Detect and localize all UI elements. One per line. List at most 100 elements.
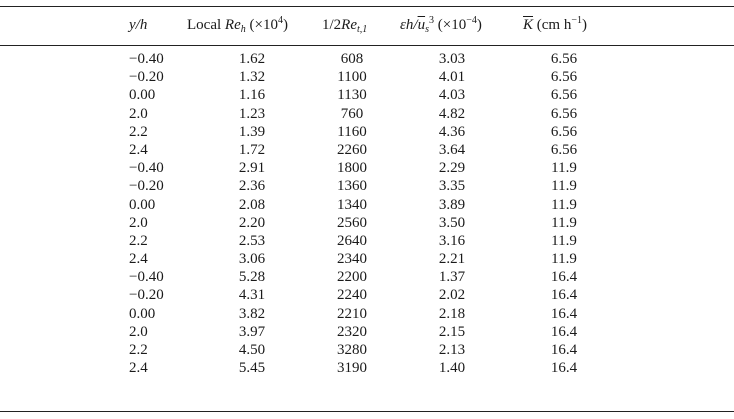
dissipation-cell: 2.13: [438, 342, 466, 358]
header-y-over-h: y/h: [129, 17, 148, 33]
dissipation-cell: 2.02: [438, 287, 466, 304]
local-re-cell: 1.23: [238, 105, 266, 122]
local-re-cell: 2.20: [238, 214, 266, 231]
table-row: −0.40 2.91 1800 2.29 11.9: [0, 159, 734, 177]
y-over-h-cell: 2.4: [129, 251, 148, 268]
table-row: −0.20 2.36 1360 3.35 11.9: [0, 177, 734, 195]
local-re-cell: 5.28: [238, 269, 266, 286]
table-row: 2.4 5.45 3190 1.40 16.4: [0, 359, 734, 377]
half-re-t-cell: 3190: [337, 360, 367, 377]
local-re-cell: 2.91: [238, 160, 266, 177]
k-bar-cell: 11.9: [551, 178, 577, 195]
half-re-t-cell: 2640: [337, 232, 367, 249]
k-bar-cell: 16.4: [550, 342, 578, 358]
top-rule: [0, 6, 734, 7]
half-re-t-cell: 1130: [337, 87, 367, 104]
k-bar-cell: 11.9: [551, 160, 577, 177]
table-row: 2.4 1.72 2260 3.64 6.56: [0, 141, 734, 159]
table-row: 2.0 2.20 2560 3.50 11.9: [0, 214, 734, 232]
table-row: 2.4 3.06 2340 2.21 11.9: [0, 250, 734, 268]
local-re-cell: 3.97: [238, 323, 266, 340]
table-row: 2.2 4.50 3280 2.13 16.4: [0, 341, 734, 359]
local-re-cell: 2.36: [238, 178, 266, 195]
half-re-t-cell: 2200: [337, 269, 367, 286]
dissipation-cell: 3.16: [438, 232, 466, 249]
k-bar-cell: 11.9: [551, 196, 577, 213]
half-re-t-cell: 2340: [337, 251, 367, 268]
y-over-h-cell: 2.4: [129, 360, 148, 377]
half-re-t-cell: 1100: [337, 69, 367, 86]
half-re-t-cell: 3280: [337, 342, 367, 358]
local-re-cell: 3.82: [238, 305, 266, 322]
local-re-cell: 1.32: [238, 69, 266, 86]
dissipation-cell: 4.01: [438, 69, 466, 86]
dissipation-cell: 2.29: [438, 160, 466, 177]
local-re-cell: 1.16: [238, 87, 266, 104]
half-re-t-cell: 2320: [337, 323, 367, 340]
table-row: −0.40 5.28 2200 1.37 16.4: [0, 268, 734, 286]
half-re-t-cell: 2240: [337, 287, 367, 304]
table-row: 2.2 1.39 1160 4.36 6.56: [0, 123, 734, 141]
dissipation-cell: 3.35: [438, 178, 466, 195]
k-bar-cell: 16.4: [550, 305, 578, 322]
local-re-cell: 4.31: [238, 287, 266, 304]
bottom-rule: [0, 411, 734, 412]
header-dissipation: εh/us3 (×10−4): [400, 15, 482, 35]
dissipation-cell: 3.64: [438, 141, 466, 158]
table-row: 2.2 2.53 2640 3.16 11.9: [0, 232, 734, 250]
local-re-cell: 2.08: [238, 196, 266, 213]
local-re-cell: 5.45: [238, 360, 266, 377]
y-over-h-cell: −0.40: [129, 160, 164, 177]
y-over-h-cell: −0.20: [129, 178, 164, 195]
half-re-t-cell: 2260: [337, 141, 367, 158]
y-over-h-cell: 2.0: [129, 323, 148, 340]
local-re-cell: 1.39: [238, 123, 266, 140]
header-mean-transfer-velocity: K (cm h−1): [523, 15, 587, 34]
table-row: 0.00 1.16 1130 4.03 6.56: [0, 86, 734, 104]
dissipation-cell: 1.40: [438, 360, 466, 377]
local-re-cell: 2.53: [238, 232, 266, 249]
k-bar-cell: 11.9: [551, 232, 577, 249]
y-over-h-cell: 2.0: [129, 105, 148, 122]
local-re-cell: 3.06: [238, 251, 266, 268]
table-row: −0.20 4.31 2240 2.02 16.4: [0, 286, 734, 304]
k-bar-cell: 6.56: [550, 87, 578, 104]
y-over-h-cell: 2.4: [129, 141, 148, 158]
k-bar-cell: 11.9: [551, 214, 577, 231]
y-over-h-cell: 0.00: [129, 87, 156, 104]
y-over-h-cell: −0.20: [129, 69, 164, 86]
half-re-t-cell: 1160: [337, 123, 367, 140]
dissipation-cell: 1.37: [438, 269, 466, 286]
half-re-t-cell: 1340: [337, 196, 367, 213]
header-rule: [0, 45, 734, 46]
k-bar-cell: 11.9: [551, 251, 577, 268]
k-bar-cell: 16.4: [550, 287, 578, 304]
table-body: −0.40 1.62 608 3.03 6.56 −0.20 1.32 1100 4.01 6.5…: [0, 50, 734, 377]
dissipation-cell: 3.03: [438, 51, 466, 67]
k-bar-cell: 6.56: [550, 123, 578, 140]
dissipation-cell: 4.82: [438, 105, 466, 122]
header-half-turbulent-reynolds: 1/2Ret,1: [322, 17, 368, 35]
table-row: 2.0 3.97 2320 2.15 16.4: [0, 323, 734, 341]
half-re-t-cell: 760: [340, 105, 364, 122]
header-local-reynolds: Local Reh (×104): [187, 15, 288, 35]
y-over-h-cell: 2.2: [129, 342, 148, 358]
local-re-cell: 1.72: [238, 141, 266, 158]
y-over-h-cell: 0.00: [129, 196, 156, 213]
table-row: −0.20 1.32 1100 4.01 6.56: [0, 68, 734, 86]
k-bar-cell: 6.56: [550, 105, 578, 122]
dissipation-cell: 3.89: [438, 196, 466, 213]
half-re-t-cell: 608: [340, 51, 364, 67]
table-row: 2.0 1.23 760 4.82 6.56: [0, 105, 734, 123]
dissipation-cell: 2.21: [438, 251, 466, 268]
k-bar-cell: 16.4: [550, 323, 578, 340]
local-re-cell: 4.50: [238, 342, 266, 358]
k-bar-cell: 16.4: [550, 269, 578, 286]
dissipation-cell: 2.15: [438, 323, 466, 340]
table-row: −0.40 1.62 608 3.03 6.56: [0, 50, 734, 68]
y-over-h-cell: −0.40: [129, 269, 164, 286]
k-bar-cell: 6.56: [550, 141, 578, 158]
dissipation-cell: 4.36: [438, 123, 466, 140]
y-over-h-cell: −0.40: [129, 51, 164, 67]
half-re-t-cell: 2560: [337, 214, 367, 231]
